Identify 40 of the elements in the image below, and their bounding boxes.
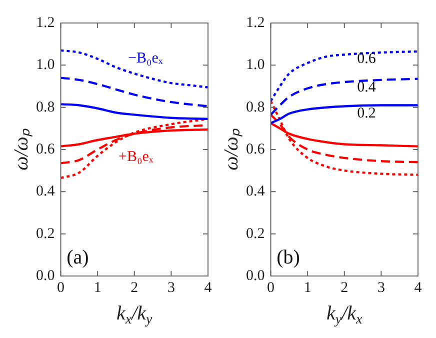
x-tick-label: 2 [340, 280, 348, 296]
x-tick-label: 3 [167, 280, 175, 296]
x-tick-label: 3 [377, 280, 385, 296]
line-series [60, 49, 208, 88]
annotation: 0.4 [357, 79, 376, 96]
y-axis-title: ω/ωₚ [10, 128, 32, 170]
x-tick-label: 1 [94, 280, 102, 296]
annotation: 0.6 [357, 50, 376, 67]
line-series [270, 104, 418, 124]
y-tick-label: 1.2 [246, 14, 265, 31]
y-tick-label: 0.4 [36, 184, 56, 200]
y-axis-title: ω/ωₚ [220, 128, 242, 170]
y-tick-label: 1.2 [36, 14, 55, 31]
y-tick-label: 0.8 [246, 99, 265, 116]
y-tick-label: 0.2 [36, 226, 55, 242]
line-series [270, 100, 418, 176]
y-tick-label: 0.8 [36, 99, 55, 116]
x-tick-label: 0 [267, 280, 274, 296]
y-tick-label: 1.0 [36, 57, 55, 74]
annotation: 0.2 [357, 106, 376, 122]
line-series [60, 103, 208, 120]
y-tick-label: 0.6 [36, 141, 56, 158]
y-tick-label: 0.6 [246, 141, 266, 158]
annotation: +B₀eₓ [118, 149, 154, 166]
y-tick-label: 0.0 [36, 268, 55, 284]
line-series [60, 76, 208, 108]
y-tick-label: 0.2 [246, 226, 265, 242]
y-tick-label: 0.0 [246, 268, 265, 284]
x-tick-label: 1 [304, 280, 312, 296]
line-series [270, 50, 418, 102]
annotation: −B₀eₓ [128, 50, 164, 66]
x-tick-label: 4 [204, 280, 212, 296]
x-tick-label: 0 [57, 280, 64, 296]
y-tick-label: 0.4 [246, 184, 266, 200]
x-tick-label: 4 [414, 280, 422, 296]
line-series [270, 78, 418, 116]
annotation: (b) [276, 246, 300, 269]
annotation: (a) [66, 246, 89, 269]
y-tick-label: 1.0 [246, 57, 265, 74]
x-tick-label: 2 [130, 280, 138, 296]
